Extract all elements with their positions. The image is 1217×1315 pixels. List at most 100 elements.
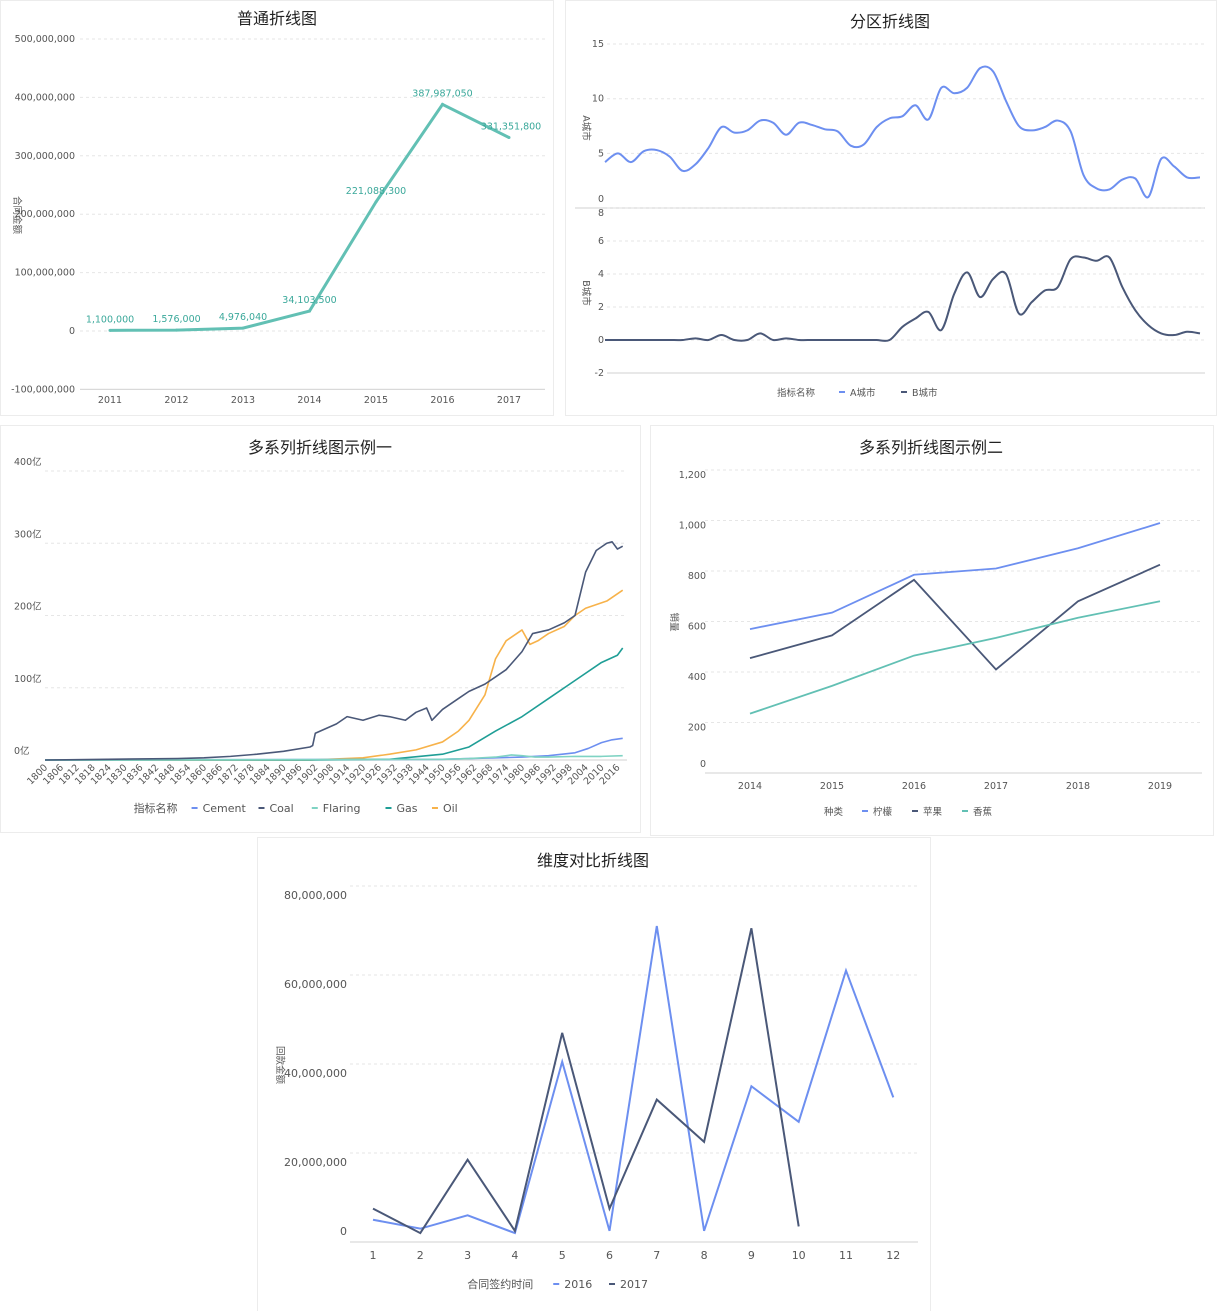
x-tick-label: 2015: [820, 781, 844, 792]
y-tick-label: 20,000,000: [284, 1156, 347, 1169]
data-label: 387,987,050: [412, 88, 472, 99]
y-tick-label: 4: [598, 269, 604, 280]
legend: 种类 柠檬 苹果 香蕉: [824, 806, 993, 818]
y-tick-label: 1,000: [679, 521, 706, 532]
y-axis-label: B城市: [580, 280, 592, 306]
y-tick-label: 40,000,000: [284, 1067, 347, 1080]
data-point: [374, 200, 378, 204]
legend-label: B城市: [912, 387, 938, 399]
legend-label: 香蕉: [973, 806, 993, 818]
chart-panel: [650, 425, 1214, 836]
series-line-2017: [372, 928, 800, 1235]
y-tick-label: 400亿: [14, 456, 42, 468]
series-line-flaring: [44, 754, 623, 761]
x-tick-label: 2017: [497, 395, 521, 406]
series-line-coal: [44, 541, 624, 761]
y-tick-label: 0: [598, 194, 604, 205]
legend: 合同签约时间 2016 2017: [467, 1277, 648, 1291]
y-tick-label: 100亿: [14, 673, 42, 685]
y-tick-label: 100,000,000: [15, 268, 75, 279]
legend-label: 苹果: [923, 806, 943, 818]
legend-item[interactable]: B城市: [901, 387, 938, 399]
x-tick-label: 2013: [231, 395, 255, 406]
legend-label: Gas: [397, 802, 418, 815]
data-point: [507, 135, 511, 139]
x-tick-label: 8: [701, 1249, 708, 1262]
y-tick-label: 800: [688, 571, 706, 582]
legend-item[interactable]: A城市: [839, 387, 876, 399]
y-tick-label: 200,000,000: [15, 209, 75, 220]
y-tick-label: 0: [340, 1225, 347, 1238]
legend-item[interactable]: 香蕉: [962, 806, 993, 818]
legend-item[interactable]: Cement: [191, 802, 247, 815]
y-tick-label: 60,000,000: [284, 978, 347, 991]
legend-label: 柠檬: [873, 806, 893, 818]
x-tick-label: 2: [417, 1249, 424, 1262]
data-point: [241, 326, 245, 330]
x-tick-label: 2015: [364, 395, 388, 406]
y-tick-label: 8: [598, 208, 604, 219]
x-tick-label: 1: [370, 1249, 377, 1262]
chart-multi-series-1: 多系列折线图示例一0亿100亿200亿300亿400亿1800180618121…: [0, 425, 641, 833]
data-label: 4,976,040: [219, 312, 267, 323]
legend-label: Cement: [203, 802, 247, 815]
y-axis-label: A城市: [580, 115, 592, 141]
y-tick-label: 0: [700, 759, 706, 770]
x-tick-label: 11: [839, 1249, 853, 1262]
legend-label: Flaring: [323, 802, 361, 815]
legend-label: A城市: [850, 387, 876, 399]
legend: 指标名称 A城市 B城市: [777, 387, 938, 399]
chart-dimension-compare: 维度对比折线图 0 20,000,000 40,000,000 60,000,000 80…: [257, 837, 931, 1312]
legend-item[interactable]: 2017: [609, 1278, 648, 1291]
legend-item[interactable]: Flaring: [311, 802, 361, 815]
x-tick-label: 2014: [738, 781, 762, 792]
series-line-oil: [45, 589, 624, 761]
data-point: [308, 309, 311, 313]
chart-title: 普通折线图: [237, 9, 317, 28]
legend-title: 种类: [824, 806, 844, 818]
chart-title: 多系列折线图示例一: [248, 438, 392, 457]
y-tick-label: 500,000,000: [15, 34, 75, 45]
x-tick-label: 5: [559, 1249, 566, 1262]
chart-basic-line: 普通折线图 -100,000,000 0 100,000,000 200,000,000…: [0, 0, 554, 416]
y-tick-label: -100,000,000: [11, 384, 75, 395]
chart-title: 分区折线图: [850, 12, 930, 31]
series-line: [604, 65, 1201, 199]
legend-label: 2016: [564, 1278, 592, 1291]
chart-panel: [0, 425, 641, 833]
x-tick-label: 2017: [984, 781, 1008, 792]
chart-title: 维度对比折线图: [537, 851, 649, 870]
y-tick-label: 0: [598, 335, 604, 346]
legend-item[interactable]: Gas: [385, 802, 418, 815]
y-tick-label: -2: [595, 368, 604, 379]
x-tick-label: 2012: [164, 395, 188, 406]
legend-item[interactable]: 柠檬: [862, 806, 893, 818]
x-tick-label: 2011: [98, 395, 122, 406]
legend-label: Coal: [269, 802, 293, 815]
data-label: 1,576,000: [152, 314, 200, 325]
legend-item[interactable]: 苹果: [912, 806, 943, 818]
y-tick-label: 400,000,000: [15, 92, 75, 103]
x-tick-label: 2019: [1148, 781, 1172, 792]
series-line: [749, 563, 1161, 671]
y-tick-label: 300亿: [14, 528, 42, 540]
series-line: [749, 600, 1161, 715]
y-axis-label: 合同金额: [11, 196, 23, 235]
x-tick-label: 10: [792, 1249, 806, 1262]
y-tick-label: 300,000,000: [15, 151, 75, 162]
legend-item[interactable]: Coal: [258, 802, 294, 815]
y-tick-label: 400: [688, 672, 706, 683]
y-axis-label: 回款金额: [274, 1046, 286, 1085]
x-tick-label: 4: [511, 1249, 518, 1262]
legend-item[interactable]: Oil: [431, 802, 458, 815]
chart-multi-series-2: 多系列折线图示例二 0 200 400 600 800 1,000 1,200 销量 2014 20…: [650, 425, 1214, 836]
series-line-2016: [372, 925, 895, 1235]
data-point: [108, 328, 112, 332]
x-tick-label: 3: [464, 1249, 471, 1262]
x-tick-label: 12: [886, 1249, 900, 1262]
data-label: 34,103,500: [282, 295, 336, 306]
legend-item[interactable]: 2016: [553, 1278, 592, 1291]
legend: 指标名称 Cement Coal Flaring Gas Oil: [134, 801, 458, 815]
legend-title: 指标名称: [134, 801, 178, 815]
x-tick-label: 9: [748, 1249, 755, 1262]
